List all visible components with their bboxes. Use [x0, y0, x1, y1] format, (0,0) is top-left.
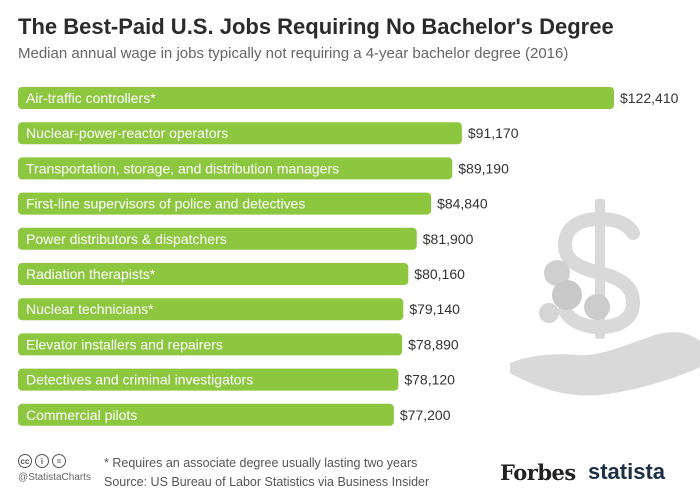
category-label: Air-traffic controllers* [26, 90, 156, 106]
bar-group: Transportation, storage, and distributio… [18, 157, 509, 180]
value-label: $77,200 [400, 407, 451, 423]
attribution-icon: i [35, 454, 49, 468]
category-label: Detectives and criminal investigators [26, 372, 253, 388]
bar-group: Nuclear-power-reactor operators $91,170 [18, 122, 519, 145]
bar-group: Radiation therapists* $80,160 [18, 263, 465, 285]
chart-title: The Best-Paid U.S. Jobs Requiring No Bac… [18, 14, 614, 39]
value-label: $79,140 [409, 301, 460, 317]
value-label: $78,890 [408, 336, 459, 352]
bar-group: Commercial pilots $77,200 [18, 403, 451, 426]
bar-group: Air-traffic controllers* $122,410 [18, 87, 679, 109]
chart-subtitle: Median annual wage in jobs typically not… [18, 45, 569, 62]
bar [18, 333, 403, 356]
value-label: $81,900 [423, 231, 474, 247]
bar [18, 298, 404, 321]
category-label: Power distributors & dispatchers [26, 231, 227, 247]
no-derivatives-icon: = [52, 454, 66, 468]
bar-group: Nuclear technicians* $79,140 [18, 298, 460, 321]
value-label: $80,160 [414, 266, 465, 282]
bar-group: Elevator installers and repairers $78,890 [18, 333, 459, 356]
value-label: $78,120 [404, 372, 455, 388]
bar-group: Detectives and criminal investigators $78… [18, 368, 455, 391]
bar [18, 227, 417, 250]
cc-icon: cc [18, 454, 32, 468]
bar-group: First-line supervisors of police and det… [18, 192, 488, 215]
bar [18, 403, 394, 426]
bar-chart: Air-traffic controllers* $122,410 Nuclear-… [18, 87, 679, 426]
category-label: Commercial pilots [26, 407, 137, 423]
license-icons: cc i = [18, 454, 66, 468]
bar [18, 192, 432, 215]
bar [18, 122, 462, 145]
bar [18, 157, 453, 180]
bar [18, 87, 614, 109]
bar [18, 263, 409, 285]
category-label: Radiation therapists* [26, 266, 156, 282]
source-note: Source: US Bureau of Labor Statistics vi… [104, 475, 430, 489]
statista-logo: statista [588, 459, 666, 484]
category-label: Transportation, storage, and distributio… [26, 160, 339, 176]
bar-group: Power distributors & dispatchers $81,900 [18, 227, 474, 250]
category-label: Elevator installers and repairers [26, 336, 223, 352]
money-hand-illustration [510, 199, 700, 396]
value-label: $91,170 [468, 125, 519, 141]
value-label: $122,410 [620, 90, 679, 106]
coins-icon [539, 260, 610, 323]
category-label: Nuclear technicians* [26, 301, 154, 317]
hand-icon [510, 332, 700, 396]
forbes-logo: Forbes [500, 460, 576, 485]
value-label: $89,190 [458, 160, 509, 176]
footnote: * Requires an associate degree usually l… [104, 456, 418, 470]
bar [18, 368, 399, 391]
category-label: Nuclear-power-reactor operators [26, 125, 228, 141]
category-label: First-line supervisors of police and det… [26, 196, 305, 212]
value-label: $84,840 [437, 196, 488, 212]
statista-handle: @StatistaCharts [18, 472, 91, 483]
